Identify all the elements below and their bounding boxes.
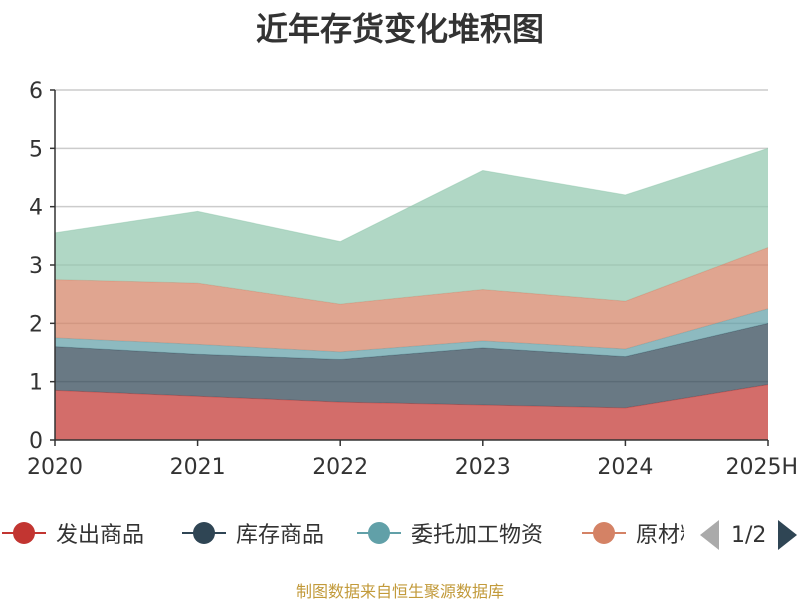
x-tick-label: 2022 (312, 455, 368, 480)
source-note: 制图数据来自恒生聚源数据库 (295, 582, 504, 601)
legend-prev-page-icon[interactable] (700, 520, 719, 550)
y-tick-label: 5 (29, 137, 43, 162)
area-series (54, 147, 769, 440)
legend-marker-icon (580, 513, 628, 553)
legend-label: 原材料 (636, 523, 684, 548)
area-series-3[interactable] (55, 247, 768, 352)
legend-next-page-icon[interactable] (778, 520, 798, 550)
x-tick-label: 2025H (725, 455, 798, 480)
y-tick-label: 6 (29, 79, 43, 104)
legend-item[interactable]: 库存商品 (180, 513, 324, 553)
area-series-0[interactable] (55, 384, 768, 440)
area-series-outline-4 (54, 147, 769, 243)
tick-labels: 0 1 2 3 4 5 6 2020 2021 2022 2023 2024 2025H (27, 79, 798, 480)
legend: 发出商品 库存商品 委托加工物资 原材料 1/2 (0, 513, 800, 557)
area-series-4[interactable] (55, 148, 768, 305)
x-tick-label: 2023 (455, 455, 511, 480)
legend-item[interactable]: 发出商品 (0, 513, 144, 553)
legend-item[interactable]: 原材料 (580, 513, 684, 553)
legend-marker-icon (355, 513, 403, 553)
legend-label: 委托加工物资 (411, 523, 544, 548)
axes (50, 89, 769, 446)
x-tick-label: 2020 (27, 455, 83, 480)
chart-title: 近年存货变化堆积图 (255, 10, 544, 48)
y-tick-label: 3 (29, 254, 43, 279)
y-axis-label-fragment (0, 98, 2, 138)
legend-item[interactable]: 委托加工物资 (355, 513, 543, 553)
legend-items: 发出商品 库存商品 委托加工物资 原材料 (0, 513, 684, 557)
x-tick-label: 2021 (170, 455, 226, 480)
area-series-2[interactable] (55, 308, 768, 360)
y-tick-label: 0 (29, 429, 43, 454)
legend-marker-icon (180, 513, 228, 553)
y-tick-label: 4 (29, 196, 43, 221)
legend-label: 发出商品 (56, 523, 145, 548)
legend-page-indicator: 1/2 (731, 522, 767, 548)
area-series-1[interactable] (55, 323, 768, 408)
legend-marker-icon (0, 513, 48, 553)
legend-label: 库存商品 (236, 523, 325, 548)
legend-pager: 1/2 (700, 517, 798, 553)
y-tick-label: 1 (29, 371, 43, 396)
x-tick-label: 2024 (597, 455, 653, 480)
y-tick-label: 2 (29, 312, 43, 337)
